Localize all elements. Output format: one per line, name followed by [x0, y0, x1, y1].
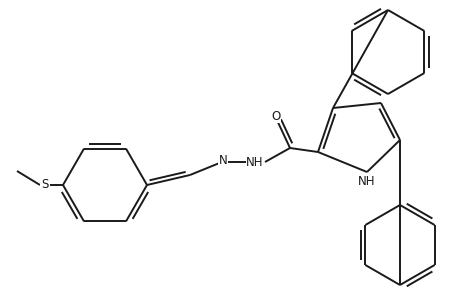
Text: S: S: [41, 179, 49, 191]
Text: N: N: [219, 155, 227, 168]
Text: O: O: [271, 110, 280, 122]
Text: NH: NH: [246, 155, 264, 168]
Text: NH: NH: [358, 175, 376, 188]
